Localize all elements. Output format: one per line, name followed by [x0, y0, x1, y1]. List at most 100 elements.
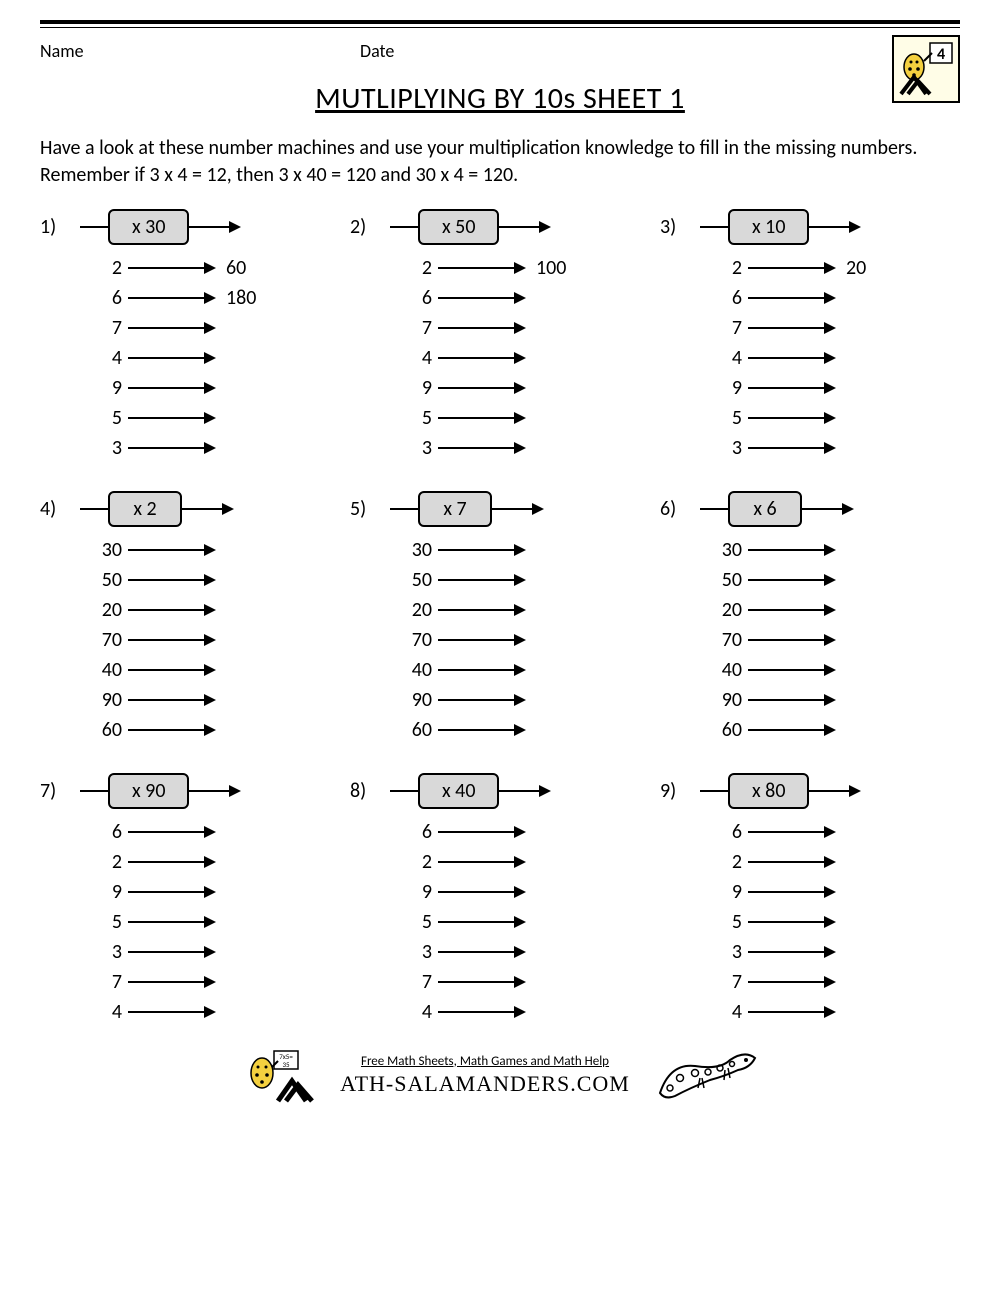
- problem-header: 9)x 80: [660, 773, 960, 809]
- arrow-icon: [748, 322, 836, 334]
- input-value: 20: [404, 598, 438, 622]
- input-value: 2: [404, 850, 438, 874]
- machine-output-arrow: [499, 785, 551, 797]
- value-row: 30: [714, 535, 960, 565]
- operation-box: x 50: [418, 209, 499, 245]
- arrow-icon: [438, 856, 526, 868]
- arrow-icon: [748, 604, 836, 616]
- arrow-icon: [128, 886, 216, 898]
- input-value: 5: [404, 910, 438, 934]
- output-value: 180: [216, 286, 256, 310]
- arrow-icon: [748, 694, 836, 706]
- arrow-icon: [438, 976, 526, 988]
- value-row: 4: [404, 997, 650, 1027]
- input-value: 7: [94, 970, 128, 994]
- input-value: 50: [404, 568, 438, 592]
- problem: 8)x 406295374: [350, 773, 650, 1027]
- machine-input-line: [390, 226, 418, 228]
- input-value: 5: [714, 406, 748, 430]
- input-value: 4: [94, 346, 128, 370]
- value-row: 6: [404, 817, 650, 847]
- arrow-icon: [438, 1006, 526, 1018]
- problem-rows: 6295374: [350, 817, 650, 1027]
- arrow-icon: [438, 694, 526, 706]
- input-value: 7: [714, 316, 748, 340]
- input-value: 9: [404, 376, 438, 400]
- problem: 9)x 80 6295374: [660, 773, 960, 1027]
- value-row: 9: [404, 373, 650, 403]
- problem-rows: 6295374: [40, 817, 340, 1027]
- value-row: 9: [94, 373, 340, 403]
- arrow-icon: [128, 322, 216, 334]
- arrow-icon: [438, 946, 526, 958]
- operation-box: x 7: [418, 491, 492, 527]
- machine-output-arrow: [499, 221, 551, 233]
- footer-salamander-icon: [650, 1048, 760, 1103]
- value-row: 260: [94, 253, 340, 283]
- value-row: 9: [714, 373, 960, 403]
- input-value: 20: [94, 598, 128, 622]
- input-value: 3: [94, 940, 128, 964]
- number-machine: x 6: [700, 491, 854, 527]
- output-value: 100: [526, 256, 566, 280]
- problem-header: 6)x 6: [660, 491, 960, 527]
- arrow-icon: [748, 946, 836, 958]
- machine-output-arrow: [809, 221, 861, 233]
- value-row: 50: [404, 565, 650, 595]
- arrow-icon: [438, 442, 526, 454]
- problem-header: 5)x 7: [350, 491, 650, 527]
- input-value: 9: [94, 376, 128, 400]
- arrow-icon: [128, 976, 216, 988]
- machine-output-arrow: [182, 503, 234, 515]
- arrow-icon: [748, 634, 836, 646]
- arrow-icon: [438, 262, 526, 274]
- arrow-icon: [438, 322, 526, 334]
- value-row: 2: [94, 847, 340, 877]
- input-value: 5: [94, 406, 128, 430]
- number-machine: x 90: [80, 773, 241, 809]
- arrow-icon: [748, 382, 836, 394]
- problem-header: 4)x 2: [40, 491, 340, 527]
- date-label: Date: [360, 40, 394, 62]
- value-row: 9: [94, 877, 340, 907]
- footer-tagline: Free Math Sheets, Math Games and Math He…: [340, 1054, 630, 1069]
- input-value: 5: [404, 406, 438, 430]
- value-row: 4: [714, 343, 960, 373]
- value-row: 20: [94, 595, 340, 625]
- value-row: 6180: [94, 283, 340, 313]
- problem-number: 6): [660, 497, 700, 521]
- value-row: 60: [714, 715, 960, 745]
- arrow-icon: [748, 1006, 836, 1018]
- arrow-icon: [128, 604, 216, 616]
- value-row: 90: [714, 685, 960, 715]
- arrow-icon: [748, 664, 836, 676]
- value-row: 7: [404, 967, 650, 997]
- problem-header: 2)x 50: [350, 209, 650, 245]
- input-value: 4: [404, 1000, 438, 1024]
- value-row: 90: [404, 685, 650, 715]
- number-machine: x 2: [80, 491, 234, 527]
- value-row: 4: [714, 997, 960, 1027]
- value-row: 5: [404, 403, 650, 433]
- arrow-icon: [128, 352, 216, 364]
- problem: 7)x 906295374: [40, 773, 340, 1027]
- value-row: 3: [404, 937, 650, 967]
- arrow-icon: [438, 544, 526, 556]
- value-row: 9: [714, 877, 960, 907]
- footer-logo-left-icon: 7x5= 35: [240, 1045, 320, 1105]
- problem-rows: 6295374: [660, 817, 960, 1027]
- problem-rows: 220674953: [660, 253, 960, 463]
- value-row: 7: [714, 313, 960, 343]
- number-machine: x 7: [390, 491, 544, 527]
- problem-header: 7)x 90: [40, 773, 340, 809]
- input-value: 3: [404, 940, 438, 964]
- input-value: 6: [714, 286, 748, 310]
- svg-text:35: 35: [283, 1060, 291, 1069]
- instructions: Have a look at these number machines and…: [40, 135, 960, 189]
- value-row: 40: [714, 655, 960, 685]
- input-value: 2: [714, 256, 748, 280]
- input-value: 6: [94, 820, 128, 844]
- arrow-icon: [748, 292, 836, 304]
- input-value: 40: [714, 658, 748, 682]
- machine-input-line: [80, 790, 108, 792]
